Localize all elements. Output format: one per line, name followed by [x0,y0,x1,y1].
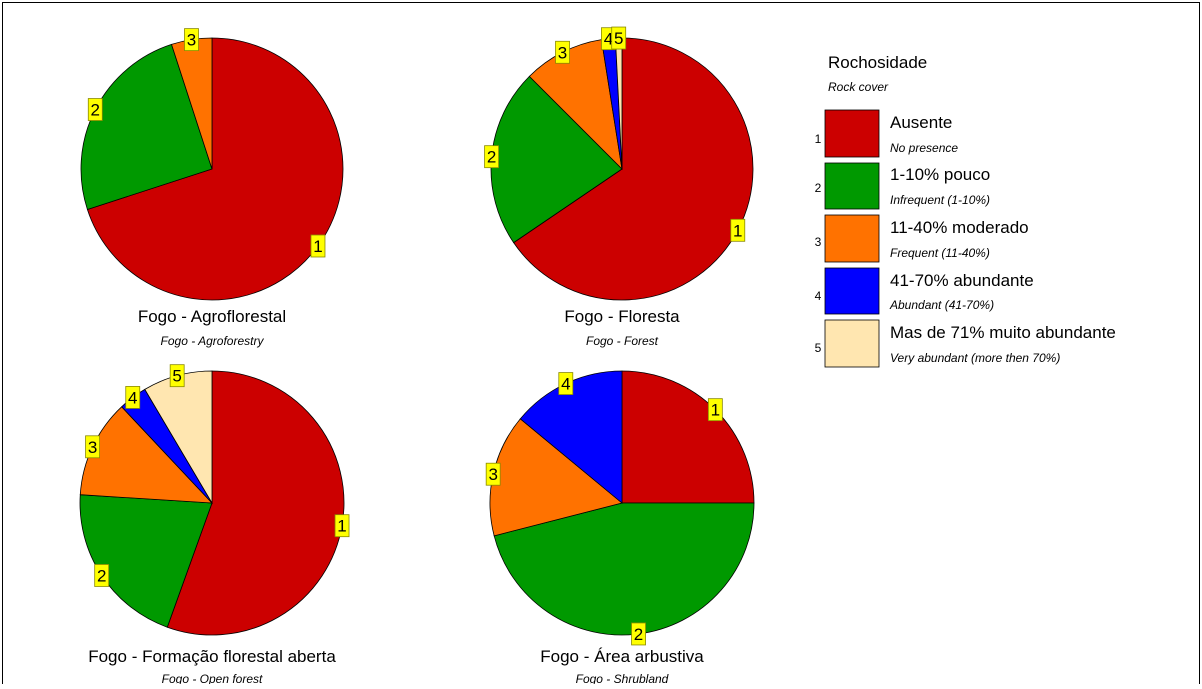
legend: Rochosidade Rock cover 1 Ausente No pres… [815,53,1116,368]
legend-title: Rochosidade [828,53,927,72]
slice-label-2: 2 [87,98,103,121]
slice-label-text: 2 [91,101,100,120]
slice-label-box [334,514,350,538]
slice-label-box [707,398,723,422]
legend-item-1: 1 Ausente No presence [815,109,958,158]
legend-label: 1-10% pouco [890,165,990,184]
slice-label-box [730,218,746,242]
legend-swatch [824,319,880,368]
slice-label-text: 1 [711,401,720,420]
legend-label: Mas de 71% muito abundante [890,323,1116,342]
legend-item-4: 4 41-70% abundante Abundant (41-70%) [815,267,1034,315]
slice-label-text: 4 [128,388,137,407]
slice-label-text: 2 [634,625,643,644]
slice-label-box [555,40,570,64]
slice-label-box [87,98,103,121]
pie-title: Fogo - Agroflorestal [138,307,286,326]
pie-subtitle: Fogo - Open forest [162,672,263,684]
legend-number: 1 [815,132,822,146]
pie-title: Fogo - Área arbustiva [540,647,704,666]
legend-swatch [824,214,880,263]
legend-swatch [824,162,880,210]
slice-label-box [169,364,185,388]
slice-label-4: 4 [558,372,574,395]
slice-label-text: 5 [614,29,623,48]
slice-label-text: 3 [88,438,97,457]
slice-label-5: 5 [611,26,627,50]
slice-label-1: 1 [310,234,326,258]
legend-label: 11-40% moderado [890,218,1029,237]
slice-label-box [94,564,110,587]
legend-sublabel: No presence [890,141,958,155]
legend-subtitle: Rock cover [828,80,889,94]
slice-label-text: 2 [487,148,496,167]
slice-label-2: 2 [94,564,110,587]
slice-label-1: 1 [334,514,350,538]
legend-item-5: 5 Mas de 71% muito abundante Very abunda… [815,319,1116,368]
legend-swatch [824,267,880,315]
slice-label-text: 3 [488,465,497,484]
slice-label-3: 3 [85,435,100,459]
slice-label-text: 4 [561,375,570,394]
slice-label-4: 4 [125,386,141,409]
legend-number: 2 [815,181,822,195]
slice-label-box [310,234,326,258]
pie-title: Fogo - Formação florestal aberta [88,647,336,666]
slice-label-box [484,145,499,169]
slice-label-3: 3 [184,28,199,52]
pie-chart-area-arbustiva: 1 2 3 4 Fogo - Área arbustiva Fogo - Shrubl… [485,370,755,686]
slice-label-box [485,462,501,486]
pie-chart-agroflorestal: 1 2 3 Fogo - Agroflorestal Fogo - Agrofore… [80,28,344,348]
slice-label-text: 5 [172,367,181,386]
slice-label-text: 4 [604,30,613,49]
legend-item-2: 2 1-10% pouco Infrequent (1-10%) [815,162,990,210]
pie-slice-1 [621,370,755,504]
legend-number: 3 [815,235,822,249]
legend-sublabel: Abundant (41-70%) [889,298,994,312]
slice-label-text: 3 [187,31,196,50]
slice-label-2: 2 [484,145,499,169]
legend-number: 4 [815,289,822,303]
slice-label-box [85,435,100,459]
slice-label-1: 1 [707,398,723,422]
slice-label-text: 2 [97,566,106,585]
slice-label-text: 3 [558,43,567,62]
legend-sublabel: Very abundant (more then 70%) [890,351,1060,365]
slice-label-box [184,28,199,52]
legend-sublabel: Frequent (11-40%) [890,246,990,260]
pie-chart-floresta: 1 2 3 4 5 Fogo - Floresta Fogo - Forest [484,26,754,348]
pie-subtitle: Fogo - Agroforestry [161,334,265,348]
slice-label-1: 1 [730,218,746,242]
slice-label-3: 3 [485,462,501,486]
pie-chart-formacao-florestal-aberta: 1 2 3 4 5 Fogo - Formação florestal aberta F… [79,364,350,686]
legend-swatch [824,109,880,158]
pie-title: Fogo - Floresta [564,307,680,326]
legend-number: 5 [815,341,822,355]
legend-label: Ausente [890,113,952,132]
slice-label-box [631,622,646,646]
slice-label-3: 3 [555,40,570,64]
slice-label-text: 1 [337,517,346,536]
slice-label-5: 5 [169,364,185,388]
slice-label-box [558,372,574,395]
slice-label-2: 2 [631,622,646,646]
pie-subtitle: Fogo - Shrubland [576,672,669,684]
pie-subtitle: Fogo - Forest [586,334,659,348]
slice-label-box [125,386,141,409]
legend-item-3: 3 11-40% moderado Frequent (11-40%) [815,214,1029,263]
slice-label-text: 1 [733,221,742,240]
slice-label-text: 1 [313,237,322,256]
legend-label: 41-70% abundante [890,271,1034,290]
legend-sublabel: Infrequent (1-10%) [890,193,990,207]
slice-label-box [611,26,627,50]
